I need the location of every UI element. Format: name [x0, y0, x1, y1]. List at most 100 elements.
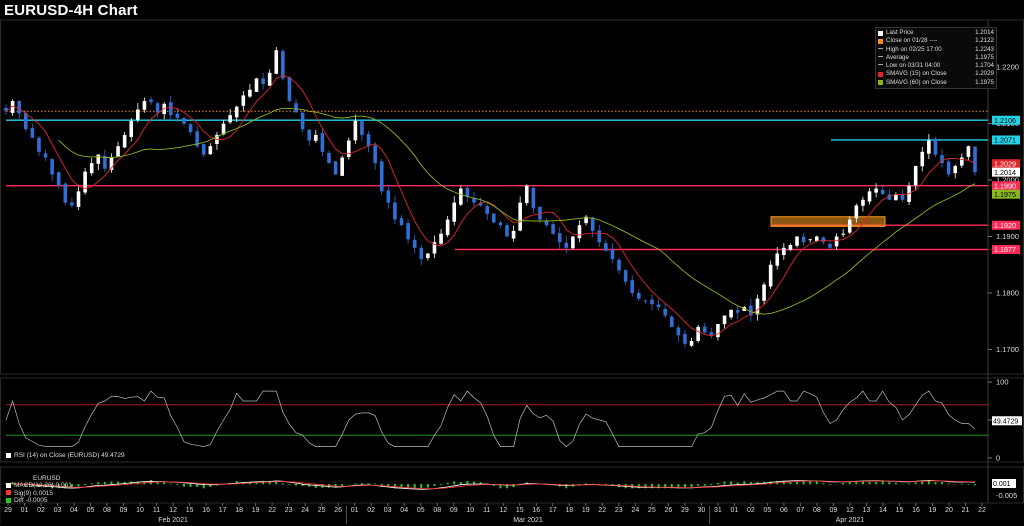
- moving-averages: [5, 75, 976, 337]
- candle-body: [386, 190, 391, 203]
- macd-histogram-bar: [433, 484, 436, 486]
- legend-swatch: [878, 30, 883, 36]
- day-label: 05: [87, 507, 95, 514]
- price-tag: [992, 115, 1020, 125]
- candle-body: [241, 95, 246, 106]
- macd-histogram-bar: [822, 483, 825, 485]
- macd-histogram-bar: [169, 483, 172, 485]
- candle-body: [452, 202, 457, 222]
- signal-line: [5, 480, 976, 490]
- candle-body: [267, 72, 272, 86]
- candle-body: [623, 270, 628, 282]
- high-marker-icon: [878, 47, 883, 52]
- day-label: 22: [598, 507, 606, 514]
- legend-swatch: [878, 80, 883, 86]
- candle-body: [841, 233, 845, 235]
- candle-body: [716, 324, 720, 338]
- candle-body: [412, 239, 417, 248]
- rsi-tick-label: 0: [996, 454, 1000, 463]
- candle-body: [577, 225, 582, 239]
- macd-histogram-bar: [97, 482, 100, 485]
- candle-body: [966, 146, 971, 157]
- day-label: 08: [813, 507, 821, 514]
- macd-histogram-bar: [730, 481, 733, 485]
- day-label: 14: [879, 507, 887, 514]
- price-tag: [992, 159, 1020, 169]
- macd-value: 0.001: [55, 482, 72, 489]
- candle-body: [722, 315, 727, 325]
- macd-histogram-bar: [743, 481, 746, 485]
- candle-body: [333, 161, 338, 175]
- candle-body: [637, 292, 641, 299]
- macd-histogram-bar: [914, 482, 917, 485]
- candle-body: [887, 194, 892, 200]
- candle-body: [195, 131, 199, 147]
- horizontal-levels: [6, 110, 988, 251]
- candle-body: [900, 194, 905, 200]
- candle-body: [300, 112, 305, 130]
- day-label: 16: [202, 507, 210, 514]
- candle-body: [340, 157, 344, 176]
- macd-histogram-bar: [387, 484, 390, 487]
- macd-histogram-bar: [235, 481, 238, 485]
- macd-histogram-bar: [117, 481, 120, 485]
- month-label: Mar 2021: [513, 517, 543, 524]
- candle-body: [426, 253, 430, 259]
- candle-body: [419, 247, 424, 260]
- day-label: 24: [301, 507, 309, 514]
- candle-body: [4, 107, 8, 112]
- macd-histogram-bar: [328, 484, 330, 488]
- candle-body: [149, 99, 153, 103]
- signal-name: Sig(9): [14, 489, 32, 497]
- candle-body: [663, 308, 667, 316]
- candle-body: [524, 185, 529, 204]
- candle-body: [564, 242, 569, 248]
- macd-swatch: [6, 482, 11, 488]
- macd-histogram-bar: [360, 483, 363, 485]
- candle-body: [801, 236, 806, 243]
- macd-histogram-bar: [565, 484, 568, 489]
- macd-histogram-bar: [479, 482, 482, 485]
- time-axis: 29 01 02 03 04 05 08 09 10 11 12 15 16 17 18 19 22 23 24 25…: [0, 503, 986, 524]
- diff-legend-row: Diff -0.0005: [6, 497, 72, 505]
- macd-histogram-bar: [716, 483, 719, 485]
- day-label: 15: [896, 507, 904, 514]
- legend-item: Close on 01/28 ---- 1.2122: [878, 37, 994, 45]
- candle-body: [788, 244, 793, 251]
- day-label: 25: [318, 507, 326, 514]
- legend-item: Average 1.1975: [878, 54, 994, 62]
- candle-body: [498, 222, 503, 226]
- day-label: 01: [21, 507, 29, 514]
- diff-swatch: [6, 497, 11, 503]
- candle-body: [109, 157, 114, 170]
- day-label: 29: [681, 507, 689, 514]
- day-label: 29: [4, 507, 12, 514]
- macd-histogram-bar: [77, 484, 80, 487]
- candle-body: [129, 120, 134, 137]
- legend-item: Last Price 1.2014: [878, 29, 994, 37]
- candle-body: [650, 299, 654, 305]
- candle-body: [465, 187, 470, 197]
- macd-histogram-bar: [796, 482, 799, 485]
- macd-histogram-bar: [789, 482, 792, 485]
- diff-name: Diff: [14, 497, 24, 504]
- month-label: Apr 2021: [836, 517, 865, 524]
- price-tick-label: 1.1900: [996, 232, 1019, 241]
- macd-histogram-bar: [176, 484, 179, 486]
- day-label: 03: [54, 507, 62, 514]
- candle-body: [960, 157, 964, 166]
- macd-histogram-bar: [295, 484, 298, 486]
- day-label: 18: [235, 507, 243, 514]
- day-label: 13: [863, 507, 871, 514]
- legend-label: SMAVG (15) on Close: [886, 70, 947, 78]
- day-label: 09: [450, 507, 458, 514]
- legend-value: 1.2243: [975, 45, 994, 53]
- macd-legend-row: MACD(12,26) 0.001: [6, 482, 72, 490]
- candle-body: [287, 77, 292, 102]
- macd-histogram-bar: [255, 482, 258, 485]
- low-marker-icon: [878, 64, 883, 68]
- day-label: 12: [499, 507, 507, 514]
- macd-histogram-bar: [690, 484, 693, 488]
